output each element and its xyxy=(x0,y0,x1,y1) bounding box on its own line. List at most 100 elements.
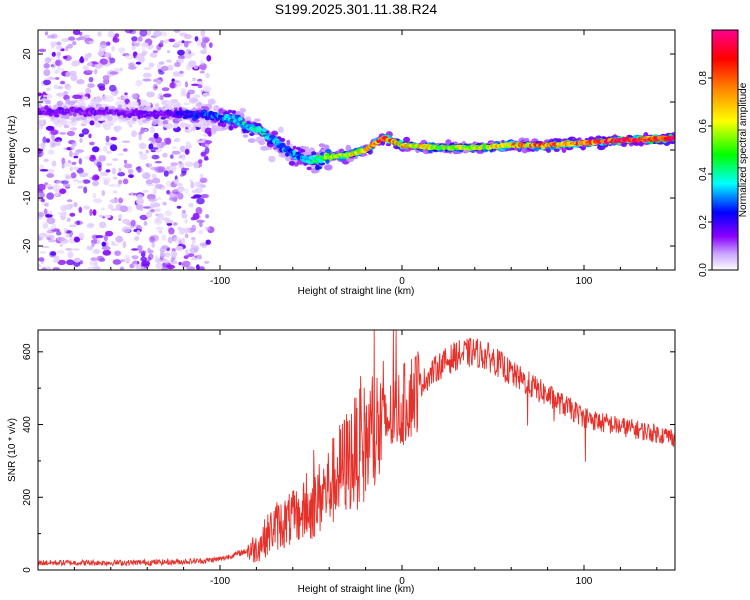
heatmap-cell xyxy=(178,118,182,122)
heatmap-cell xyxy=(144,129,148,132)
heatmap-cell xyxy=(83,205,90,210)
heatmap-cell xyxy=(207,131,212,137)
heatmap-cell xyxy=(186,124,192,128)
heatmap-cell xyxy=(109,71,119,75)
heatmap-cell xyxy=(73,201,78,208)
heatmap-cell xyxy=(114,126,120,133)
snr-frame xyxy=(37,329,676,571)
heatmap-cell xyxy=(43,158,49,162)
heatmap-cell xyxy=(166,190,171,195)
heatmap-cell xyxy=(71,141,77,147)
heatmap-cell xyxy=(151,241,156,248)
heatmap-cell xyxy=(175,245,184,251)
heatmap-cell xyxy=(98,214,104,218)
heatmap-cell xyxy=(99,107,105,111)
heatmap-cell xyxy=(143,67,152,71)
heatmap-cell xyxy=(39,192,46,198)
heatmap-cell xyxy=(203,86,212,93)
heatmap-x-axis-label: Height of straight line (km) xyxy=(298,286,415,297)
heatmap-cell xyxy=(172,80,180,83)
heatmap-cell xyxy=(69,212,76,217)
heatmap-cell xyxy=(163,39,170,44)
heatmap-cell xyxy=(136,229,141,236)
heatmap-cell xyxy=(184,81,189,88)
heatmap-cell xyxy=(112,176,118,180)
heatmap-cell xyxy=(56,236,66,242)
heatmap-cell xyxy=(51,51,56,57)
heatmap-cell xyxy=(78,158,83,165)
heatmap-cell xyxy=(203,157,209,161)
heatmap-cell xyxy=(173,222,178,226)
heatmap-cell xyxy=(64,83,70,89)
snr-y-tick-label: 200 xyxy=(22,488,33,505)
heatmap-cell xyxy=(184,161,194,167)
heatmap-cell xyxy=(91,146,100,153)
heatmap-cell xyxy=(158,230,163,234)
heatmap-cell xyxy=(78,31,83,36)
heatmap-cell xyxy=(76,79,85,85)
heatmap-cell xyxy=(110,198,119,204)
heatmap-cell xyxy=(125,54,134,60)
heatmap-y-tick-label: 20 xyxy=(22,48,33,60)
heatmap-cell xyxy=(145,211,153,218)
heatmap-cell xyxy=(199,266,205,270)
heatmap-cell xyxy=(56,92,65,97)
heatmap-cell xyxy=(176,205,182,209)
heatmap-cell xyxy=(65,230,72,234)
heatmap-cell xyxy=(114,250,121,256)
heatmap-cell xyxy=(202,92,211,97)
heatmap-cell xyxy=(112,259,122,265)
heatmap-cell xyxy=(190,243,195,249)
heatmap-cell xyxy=(102,75,110,81)
heatmap-cell xyxy=(188,145,193,148)
heatmap-cell xyxy=(96,161,102,168)
heatmap-cell xyxy=(67,43,73,49)
heatmap-cell xyxy=(47,227,56,231)
heatmap-cell xyxy=(159,247,163,253)
colorbar-tick-label: 0.4 xyxy=(698,167,709,181)
heatmap-cell xyxy=(131,255,139,260)
heatmap-cell xyxy=(56,85,64,90)
heatmap-cell xyxy=(62,55,68,60)
heatmap-cell xyxy=(97,103,103,109)
heatmap-cell xyxy=(164,122,174,130)
colorbar-tick-label: 0.6 xyxy=(698,119,709,133)
heatmap-cell xyxy=(141,51,146,57)
heatmap-cell xyxy=(72,248,80,251)
heatmap-cell xyxy=(47,168,55,174)
heatmap-cell xyxy=(161,234,167,241)
heatmap-cell xyxy=(41,245,50,249)
heatmap-cell xyxy=(146,106,152,111)
heatmap-cell xyxy=(184,233,189,239)
heatmap-cell xyxy=(195,207,203,215)
heatmap-cell xyxy=(50,251,57,256)
heatmap-cell xyxy=(196,181,202,188)
heatmap-cell xyxy=(151,147,159,150)
heatmap-cell xyxy=(150,201,155,205)
heatmap-cell xyxy=(169,154,174,159)
heatmap-cell xyxy=(173,30,181,33)
heatmap-cell xyxy=(54,113,60,118)
heatmap-cell xyxy=(151,173,157,180)
heatmap-cell xyxy=(316,166,323,170)
heatmap-cell xyxy=(57,259,67,265)
heatmap-cell xyxy=(131,36,138,42)
heatmap-cell xyxy=(174,137,181,143)
heatmap-cell xyxy=(179,145,185,152)
heatmap-cell xyxy=(145,179,153,185)
heatmap-cell xyxy=(125,254,130,261)
colorbar-tick-label: 0.2 xyxy=(698,215,709,229)
heatmap-cell xyxy=(190,236,196,241)
heatmap-cell xyxy=(43,63,50,69)
heatmap-cell xyxy=(89,208,93,216)
heatmap-cell xyxy=(43,79,51,86)
heatmap-cell xyxy=(168,38,176,43)
heatmap-cell xyxy=(273,137,278,142)
heatmap-cell xyxy=(177,192,184,200)
heatmap-cell xyxy=(111,45,115,52)
heatmap-cell xyxy=(61,157,66,165)
heatmap-cell xyxy=(262,128,267,133)
heatmap-cell xyxy=(190,196,198,199)
heatmap-cell xyxy=(54,59,63,67)
